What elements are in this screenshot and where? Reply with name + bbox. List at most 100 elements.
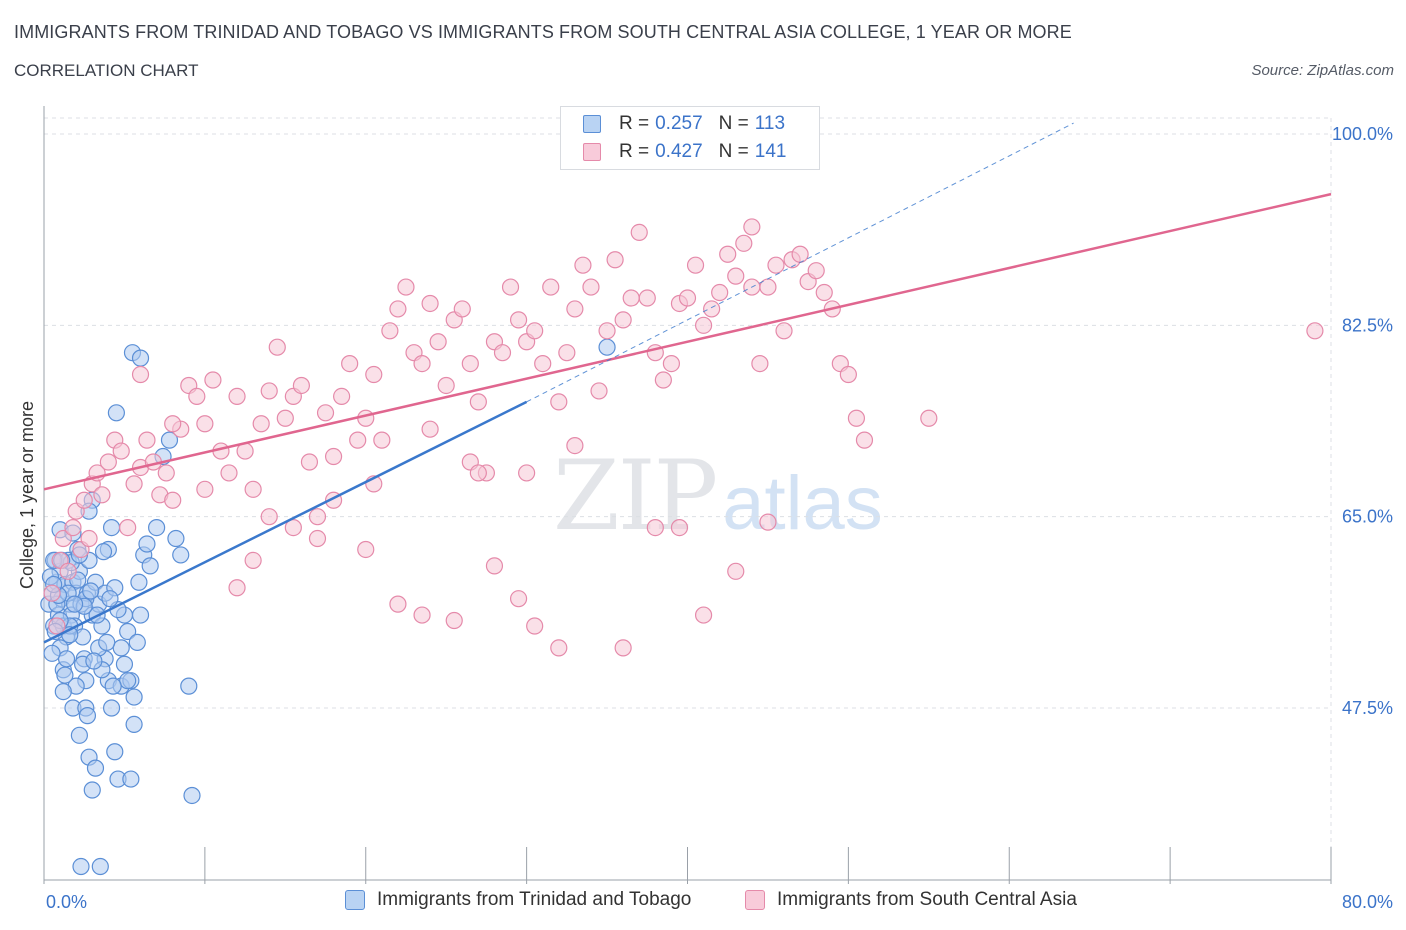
zipatlas-watermark: ZIPatlas	[553, 440, 883, 552]
data-point-pink	[767, 256, 785, 274]
legend-label-south-central-asia: Immigrants from South Central Asia	[777, 889, 1077, 910]
legend-swatch-pink	[745, 890, 765, 910]
data-point-blue	[91, 857, 109, 876]
data-point-pink	[855, 431, 874, 449]
data-point-blue	[598, 338, 616, 356]
data-point-pink	[252, 415, 270, 433]
data-point-pink	[1306, 322, 1324, 340]
data-point-pink	[389, 300, 407, 318]
data-point-pink	[526, 322, 544, 340]
data-point-pink	[775, 322, 793, 340]
data-point-pink	[125, 475, 143, 493]
data-point-blue	[78, 707, 97, 725]
chart-subtitle: CORRELATION CHART	[14, 61, 199, 80]
data-point-blue	[180, 677, 198, 695]
data-point-pink	[461, 355, 479, 373]
y-tick-label: 82.5%	[1342, 315, 1393, 335]
data-point-blue	[183, 786, 201, 805]
data-point-blue	[56, 666, 74, 684]
data-point-pink	[284, 518, 302, 537]
data-point-blue	[125, 688, 143, 706]
data-point-pink	[735, 234, 753, 252]
source-label: Source: ZipAtlas.com	[1251, 62, 1394, 79]
data-point-pink	[244, 480, 262, 498]
data-point-pink	[518, 464, 536, 482]
data-point-pink	[164, 491, 182, 509]
data-point-pink	[654, 371, 672, 389]
data-point-blue	[148, 518, 166, 537]
data-point-blue	[122, 770, 140, 788]
data-point-blue	[141, 557, 159, 575]
legend-swatch-pink	[583, 143, 601, 161]
data-point-pink	[566, 437, 584, 455]
legend-n-value: 113	[754, 113, 786, 134]
data-point-pink	[260, 508, 278, 526]
data-point-pink	[453, 300, 471, 318]
data-point-pink	[469, 393, 487, 411]
legend-r-value: 0.257	[655, 113, 703, 134]
data-point-pink	[526, 617, 544, 635]
data-point-pink	[164, 415, 182, 433]
data-point-blue	[82, 582, 100, 600]
data-point-pink	[421, 420, 439, 438]
data-point-pink	[759, 513, 777, 531]
data-point-pink	[574, 256, 592, 274]
data-point-blue	[130, 573, 148, 591]
data-point-pink	[324, 447, 343, 466]
data-point-pink	[316, 404, 335, 422]
data-point-pink	[80, 529, 98, 548]
legend-row-south-central-asia: R = 0.427 N = 141	[583, 140, 786, 164]
data-point-pink	[429, 333, 447, 351]
data-point-pink	[791, 245, 809, 263]
data-point-pink	[638, 289, 656, 307]
data-point-pink	[646, 518, 664, 537]
data-point-blue	[57, 650, 76, 668]
data-point-blue	[85, 652, 103, 670]
legend-r-label: R =	[619, 141, 650, 162]
data-point-blue	[172, 546, 190, 564]
data-point-pink	[333, 387, 351, 405]
data-point-pink	[622, 289, 640, 307]
x-tick-label-max: 80.0%	[1342, 892, 1393, 912]
y-tick-label: 47.5%	[1342, 698, 1393, 718]
data-point-pink	[397, 278, 415, 296]
data-point-blue	[107, 404, 125, 422]
data-point-pink	[260, 382, 278, 400]
data-point-pink	[268, 338, 286, 356]
data-point-pink	[534, 355, 552, 373]
legend-n-label: N =	[718, 113, 749, 134]
data-point-pink	[138, 431, 156, 449]
data-point-blue	[98, 633, 116, 652]
legend-r-label: R =	[619, 113, 650, 134]
legend-item-trinidad: Immigrants from Trinidad and Tobago	[345, 889, 691, 911]
data-point-pink	[678, 289, 697, 307]
data-point-pink	[606, 251, 624, 269]
trend-line-pink	[43, 192, 1332, 491]
data-point-pink	[228, 387, 246, 405]
data-point-pink	[349, 431, 367, 449]
data-point-pink	[228, 579, 246, 597]
data-point-pink	[703, 300, 721, 318]
data-point-pink	[509, 590, 528, 608]
watermark-atlas: atlas	[722, 461, 883, 546]
data-point-pink	[341, 355, 359, 373]
data-point-pink	[99, 453, 117, 471]
data-point-pink	[614, 639, 632, 657]
data-point-blue	[43, 644, 61, 662]
y-axis-label: College, 1 year or more	[17, 401, 37, 589]
data-point-pink	[157, 464, 175, 482]
data-point-pink	[59, 562, 77, 580]
data-point-blue	[104, 677, 122, 695]
data-point-blue	[101, 590, 119, 608]
data-point-pink	[727, 562, 745, 580]
data-point-pink	[357, 409, 375, 427]
data-point-blue	[83, 781, 101, 799]
data-point-pink	[542, 278, 560, 296]
data-point-pink	[630, 223, 648, 241]
y-tick-label: 100.0%	[1332, 124, 1393, 144]
data-point-blue	[70, 726, 88, 744]
chart-title: IMMIGRANTS FROM TRINIDAD AND TOBAGO VS I…	[14, 22, 1072, 42]
data-point-pink	[662, 355, 681, 373]
data-point-pink	[381, 322, 399, 340]
data-point-pink	[131, 365, 150, 384]
